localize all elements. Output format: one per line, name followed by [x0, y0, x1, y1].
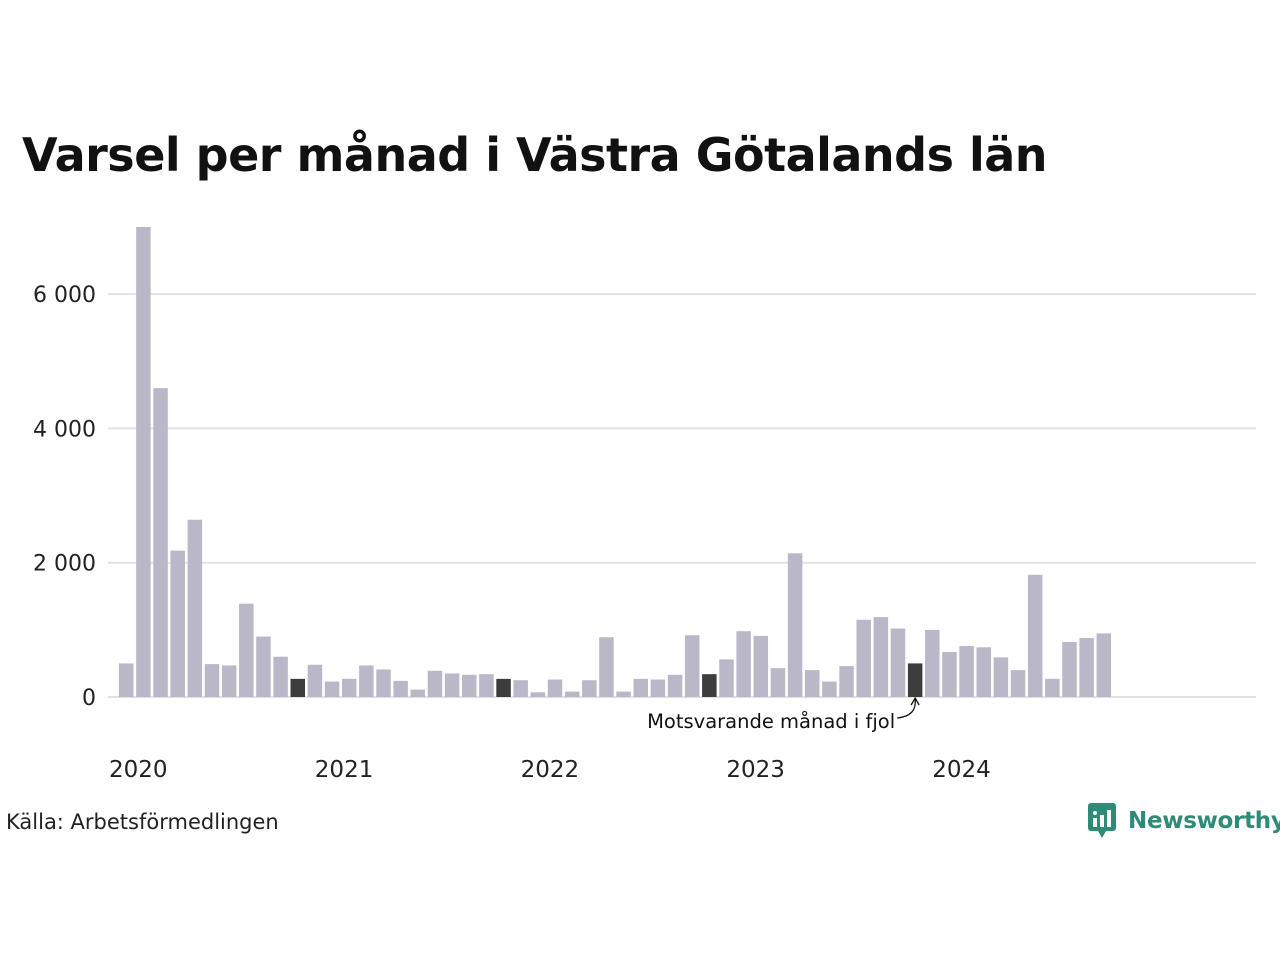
annotations: Motsvarande månad i fjol	[647, 696, 920, 733]
bar-2022-09	[667, 674, 683, 697]
bar-2024-04	[993, 657, 1009, 697]
bar-2020-08	[239, 603, 254, 697]
bar-2020-07	[221, 665, 237, 697]
bar-2020-02	[136, 227, 151, 697]
bar-2020-06	[204, 664, 220, 697]
y-axis-ticks: 0 2 000 4 000 6 000	[33, 283, 96, 711]
bar-2023-10	[890, 628, 906, 697]
gridlines	[108, 293, 1256, 698]
bar-2021-06	[410, 689, 426, 697]
bar-2022-06	[616, 691, 631, 697]
previous-year-note: Motsvarande månad i fjol	[647, 710, 895, 733]
annotation-arrow-head	[910, 696, 920, 706]
bar-2024-03	[976, 647, 991, 697]
bar-2024-08	[1062, 641, 1077, 697]
bar-2021-09	[462, 674, 477, 697]
bar-2022-08	[650, 679, 666, 697]
bar-2021-05	[393, 680, 408, 697]
bar-2020-11	[290, 678, 305, 697]
bar-2023-11	[907, 663, 923, 697]
bar-2022-10	[684, 635, 700, 697]
bar-2023-02	[753, 635, 769, 697]
y-tick-label: 6 000	[33, 283, 96, 308]
bar-2023-08	[856, 619, 871, 697]
bar-2022-05	[599, 637, 614, 697]
bar-2022-12	[719, 659, 734, 697]
bar-2023-05	[805, 670, 820, 697]
bar-2022-11	[702, 674, 717, 697]
bar-2022-02	[547, 679, 563, 697]
bar-2023-09	[873, 617, 889, 697]
bar-2021-02	[341, 678, 357, 697]
chart-title: Varsel per månad i Västra Götalands län	[22, 128, 1048, 182]
annotation-arrow	[897, 698, 916, 719]
bar-2020-04	[170, 550, 185, 697]
y-tick-label: 2 000	[33, 552, 96, 577]
x-year-label: 2022	[521, 757, 580, 783]
bar-2023-01	[736, 631, 751, 697]
bar-2024-02	[959, 645, 974, 697]
bar-2024-05	[1010, 670, 1026, 697]
bar-2021-01	[324, 681, 340, 697]
bar-2020-01	[119, 663, 134, 697]
bar-2022-07	[633, 678, 648, 697]
bar-2023-03	[770, 668, 786, 697]
bar-2022-04	[582, 680, 597, 697]
bar-2022-03	[564, 691, 580, 697]
bar-2020-09	[256, 636, 271, 697]
x-year-label: 2023	[726, 757, 785, 783]
bar-2023-07	[839, 666, 854, 697]
bar-2021-08	[444, 673, 460, 697]
bar-2023-12	[925, 629, 940, 697]
bar-2024-06	[1027, 574, 1043, 697]
bar-2024-01	[942, 652, 957, 697]
bar-2022-01	[530, 692, 546, 697]
bar-2023-06	[822, 681, 837, 697]
y-tick-label: 4 000	[33, 417, 96, 442]
newsworthy-logo: Newsworthy	[1088, 803, 1280, 839]
bar-2024-09	[1079, 637, 1094, 697]
bar-2020-03	[153, 388, 168, 697]
x-axis-year-labels: 2020 2021 2022 2023 2024	[109, 757, 991, 783]
bar-2021-10	[479, 674, 494, 697]
bar-2023-04	[787, 553, 803, 697]
logo-text: Newsworthy	[1128, 808, 1280, 834]
x-year-label: 2021	[315, 757, 374, 783]
bar-chart: 0 2 000 4 000 6 000 2020 2021 2022 2023 2024 Mo…	[33, 227, 1256, 783]
bar-2024-07	[1045, 678, 1060, 697]
bar-2021-07	[427, 670, 443, 697]
source-note: Källa: Arbetsförmedlingen	[6, 810, 279, 834]
bar-2020-12	[307, 664, 323, 697]
y-tick-label: 0	[82, 686, 96, 711]
bar-2020-10	[273, 656, 288, 697]
bar-2024-10	[1096, 633, 1112, 697]
bar-2021-04	[376, 669, 391, 697]
bars	[119, 227, 1112, 697]
x-year-label: 2024	[932, 757, 991, 783]
newsworthy-logo-icon	[1088, 803, 1116, 838]
bar-2021-03	[359, 665, 374, 697]
bar-2021-12	[513, 680, 528, 697]
x-year-label: 2020	[109, 757, 168, 783]
bar-2021-11	[496, 678, 511, 697]
bar-2020-05	[187, 519, 203, 697]
